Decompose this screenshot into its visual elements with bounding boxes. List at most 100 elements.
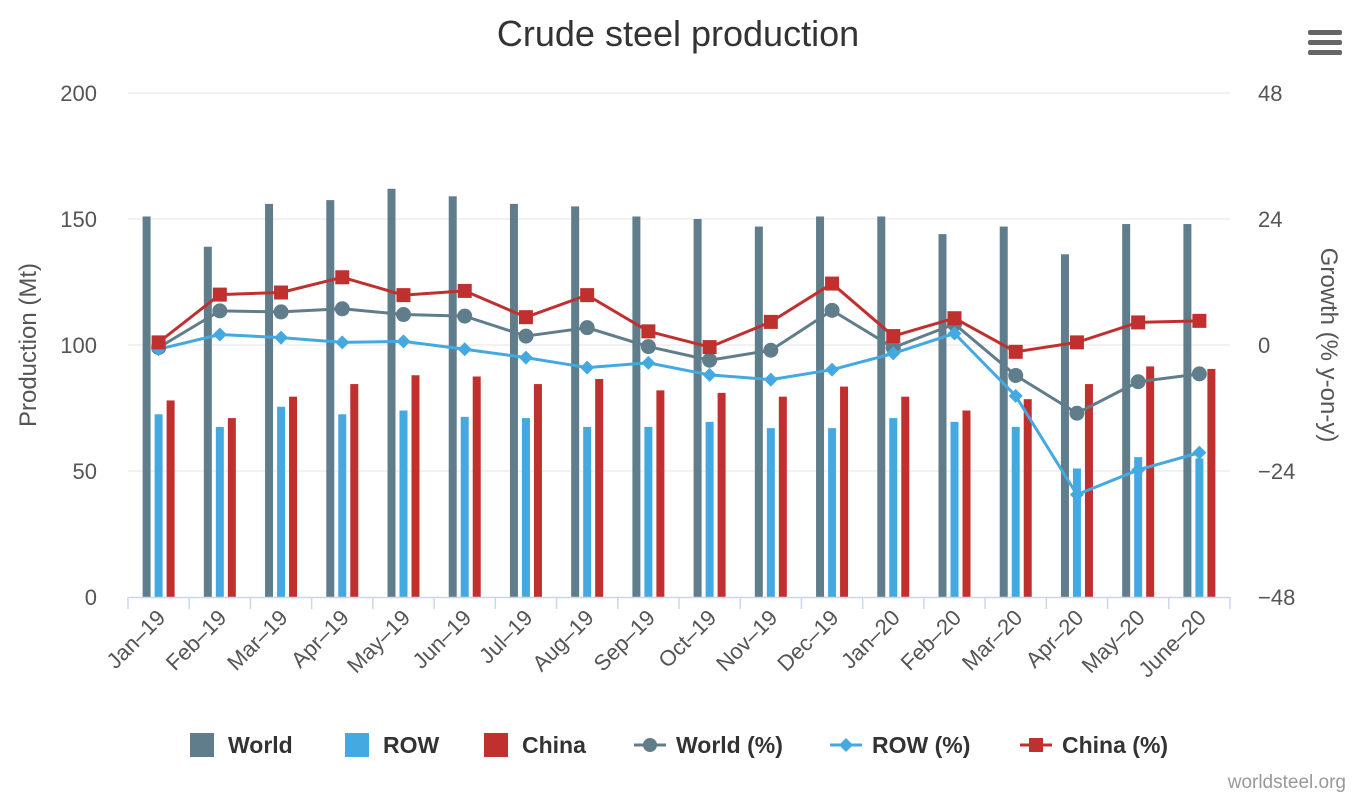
bar-row[interactable] <box>828 428 837 597</box>
point-row-pct[interactable] <box>1008 388 1023 403</box>
bar-world[interactable] <box>632 216 641 598</box>
bar-world[interactable] <box>938 234 947 597</box>
bar-world[interactable] <box>816 216 825 598</box>
point-row-pct[interactable] <box>702 367 717 382</box>
bar-world[interactable] <box>448 196 457 597</box>
bar-china[interactable] <box>1207 368 1216 597</box>
point-row-pct[interactable] <box>825 362 840 377</box>
context-menu-button[interactable] <box>1298 20 1346 62</box>
point-china-pct[interactable] <box>947 311 962 326</box>
bar-row[interactable] <box>338 414 347 597</box>
point-china-pct[interactable] <box>212 287 227 302</box>
point-world-pct[interactable] <box>334 301 350 317</box>
bar-row[interactable] <box>1134 457 1143 597</box>
point-row-pct[interactable] <box>763 372 778 387</box>
point-world-pct[interactable] <box>763 342 779 358</box>
bar-world[interactable] <box>387 188 396 597</box>
point-china-pct[interactable] <box>580 288 595 303</box>
point-china-pct[interactable] <box>1192 313 1207 328</box>
bar-row[interactable] <box>521 418 530 597</box>
bar-row[interactable] <box>1195 458 1204 597</box>
legend-item[interactable]: China <box>484 732 586 758</box>
point-world-pct[interactable] <box>1130 374 1146 390</box>
point-row-pct[interactable] <box>1069 487 1084 502</box>
point-row-pct[interactable] <box>457 342 472 357</box>
point-row-pct[interactable] <box>1131 462 1146 477</box>
point-china-pct[interactable] <box>1069 335 1084 350</box>
point-row-pct[interactable] <box>580 360 595 375</box>
bar-world[interactable] <box>877 216 886 598</box>
point-row-pct[interactable] <box>1192 445 1207 460</box>
bar-world[interactable] <box>999 226 1008 597</box>
point-china-pct[interactable] <box>396 288 411 303</box>
bar-row[interactable] <box>950 421 959 597</box>
point-china-pct[interactable] <box>335 270 350 285</box>
bar-china[interactable] <box>350 384 359 597</box>
legend-item[interactable]: World (%) <box>634 732 783 758</box>
point-world-pct[interactable] <box>273 304 289 320</box>
bar-world[interactable] <box>509 203 518 597</box>
point-world-pct[interactable] <box>518 328 534 344</box>
bar-world[interactable] <box>1183 224 1192 598</box>
legend-item[interactable]: World <box>190 732 293 758</box>
point-world-pct[interactable] <box>702 352 718 368</box>
bar-row[interactable] <box>644 426 653 597</box>
point-china-pct[interactable] <box>518 310 533 325</box>
bar-china[interactable] <box>533 384 542 597</box>
bar-china[interactable] <box>656 390 665 597</box>
point-china-pct[interactable] <box>1131 315 1146 330</box>
point-china-pct[interactable] <box>641 324 656 339</box>
point-china-pct[interactable] <box>151 335 166 350</box>
bar-world[interactable] <box>754 226 763 597</box>
bar-row[interactable] <box>1011 426 1020 597</box>
point-china-pct[interactable] <box>886 329 901 344</box>
point-china-pct[interactable] <box>763 314 778 329</box>
bar-world[interactable] <box>265 203 274 597</box>
bar-world[interactable] <box>142 216 151 598</box>
point-world-pct[interactable] <box>640 339 656 355</box>
point-china-pct[interactable] <box>274 285 289 300</box>
bar-row[interactable] <box>399 410 408 597</box>
point-row-pct[interactable] <box>641 355 656 370</box>
point-china-pct[interactable] <box>1008 344 1023 359</box>
point-world-pct[interactable] <box>824 302 840 318</box>
bar-china[interactable] <box>227 418 236 597</box>
bar-world[interactable] <box>1060 254 1069 597</box>
bar-china[interactable] <box>1146 366 1155 597</box>
bar-row[interactable] <box>705 421 714 597</box>
bar-china[interactable] <box>472 376 481 598</box>
point-world-pct[interactable] <box>457 308 473 324</box>
bar-row[interactable] <box>277 406 286 597</box>
bar-world[interactable] <box>693 219 702 597</box>
point-row-pct[interactable] <box>518 350 533 365</box>
bar-row[interactable] <box>583 426 592 597</box>
bar-china[interactable] <box>166 400 175 597</box>
bar-world[interactable] <box>1122 224 1131 598</box>
legend-item[interactable]: ROW (%) <box>830 732 970 758</box>
point-row-pct[interactable] <box>274 330 289 345</box>
legend-item[interactable]: ROW <box>345 732 440 758</box>
point-row-pct[interactable] <box>335 335 350 350</box>
point-china-pct[interactable] <box>457 283 472 298</box>
bar-china[interactable] <box>717 392 726 597</box>
point-world-pct[interactable] <box>1069 405 1085 421</box>
point-world-pct[interactable] <box>579 320 595 336</box>
bar-china[interactable] <box>411 375 420 597</box>
bar-world[interactable] <box>203 246 212 597</box>
bar-china[interactable] <box>901 396 910 597</box>
bar-world[interactable] <box>326 200 335 597</box>
bar-row[interactable] <box>215 426 224 597</box>
bar-world[interactable] <box>571 206 580 597</box>
point-world-pct[interactable] <box>1191 366 1207 382</box>
credit-link[interactable]: worldsteel.org <box>1227 772 1346 793</box>
point-world-pct[interactable] <box>1008 367 1024 383</box>
point-world-pct[interactable] <box>212 303 228 319</box>
bar-china[interactable] <box>1023 399 1032 597</box>
bar-china[interactable] <box>840 386 849 597</box>
point-world-pct[interactable] <box>396 307 411 323</box>
point-row-pct[interactable] <box>396 334 411 349</box>
bar-row[interactable] <box>889 418 898 597</box>
bar-china[interactable] <box>289 396 298 597</box>
legend-item[interactable]: China (%) <box>1020 732 1168 758</box>
bar-row[interactable] <box>766 428 775 597</box>
